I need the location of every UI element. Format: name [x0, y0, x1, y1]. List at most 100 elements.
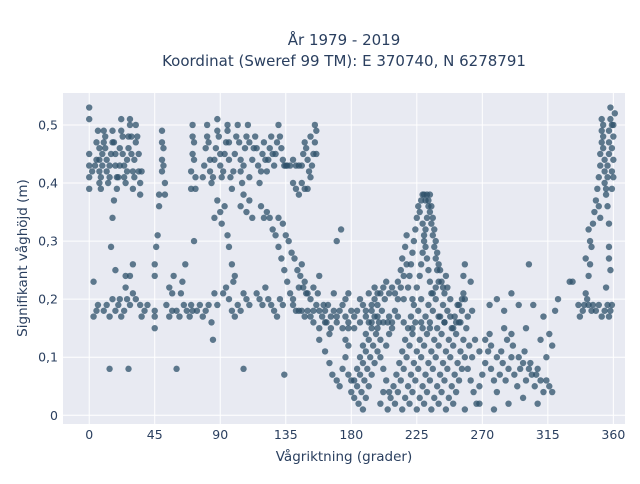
data-point	[400, 365, 407, 373]
data-point	[356, 354, 364, 361]
data-point	[286, 290, 294, 297]
data-point	[380, 319, 387, 326]
data-point	[490, 377, 498, 384]
data-point	[435, 313, 442, 320]
data-point	[394, 278, 402, 285]
data-point	[350, 377, 358, 384]
data-point	[423, 388, 431, 396]
data-point	[353, 383, 361, 390]
data-point	[100, 127, 107, 134]
data-point	[599, 133, 607, 140]
data-point	[516, 365, 524, 373]
data-point	[365, 383, 372, 390]
data-point	[112, 307, 119, 314]
data-point	[396, 359, 403, 367]
data-point	[94, 301, 102, 309]
data-point	[420, 342, 428, 349]
data-point	[313, 301, 320, 309]
data-point	[452, 330, 460, 338]
data-point	[100, 307, 107, 314]
data-point	[246, 197, 253, 204]
data-point	[368, 301, 375, 309]
data-point	[416, 272, 423, 280]
data-point	[135, 150, 142, 158]
data-point	[316, 336, 323, 343]
data-point	[339, 365, 346, 373]
data-point	[598, 115, 605, 123]
data-point	[509, 342, 517, 349]
data-point	[336, 307, 343, 314]
data-point	[397, 266, 404, 274]
data-point	[604, 162, 611, 169]
data-point	[118, 115, 125, 123]
data-point	[330, 307, 338, 314]
data-point	[505, 365, 512, 373]
data-point	[228, 261, 236, 268]
data-point	[537, 377, 544, 384]
data-point	[401, 243, 409, 251]
data-point	[327, 313, 335, 320]
data-point	[128, 150, 135, 158]
data-point	[273, 313, 281, 320]
data-point	[244, 121, 252, 129]
data-point	[123, 168, 131, 175]
data-point	[431, 336, 438, 343]
data-point	[342, 295, 349, 303]
data-point	[598, 139, 605, 146]
data-point	[199, 174, 206, 181]
data-point	[136, 301, 144, 309]
data-point	[391, 307, 399, 314]
data-point	[318, 313, 326, 320]
data-point	[158, 156, 166, 163]
data-point	[257, 168, 265, 175]
data-point	[490, 406, 498, 413]
data-point	[214, 197, 221, 204]
data-point	[399, 348, 406, 355]
data-point	[374, 348, 381, 355]
data-point	[96, 156, 103, 163]
data-point	[321, 348, 329, 355]
data-point	[413, 284, 420, 291]
data-point	[119, 150, 126, 158]
data-point	[301, 139, 308, 146]
data-point	[353, 307, 361, 314]
data-point	[599, 121, 607, 129]
data-point	[594, 185, 601, 193]
data-point	[381, 295, 388, 303]
data-point	[202, 307, 209, 314]
data-point	[426, 324, 434, 332]
data-point	[129, 290, 137, 297]
data-point	[106, 313, 113, 320]
data-point	[503, 336, 511, 343]
data-point	[422, 371, 429, 378]
data-point	[426, 208, 434, 216]
data-point	[350, 324, 358, 332]
data-point	[151, 261, 158, 268]
data-point	[464, 365, 471, 373]
data-point	[519, 359, 527, 367]
data-point	[371, 295, 378, 303]
data-point	[214, 115, 221, 123]
data-point	[237, 156, 244, 163]
data-point	[297, 272, 304, 280]
data-point	[435, 342, 442, 349]
data-point	[610, 133, 617, 140]
data-point	[129, 261, 137, 268]
data-point	[394, 295, 402, 303]
data-point	[253, 290, 260, 297]
data-point	[380, 365, 387, 373]
data-point	[240, 191, 247, 198]
data-point	[240, 162, 247, 169]
data-point	[123, 156, 131, 163]
data-point	[467, 377, 474, 384]
data-point	[307, 174, 314, 181]
data-point	[368, 324, 375, 332]
data-point	[116, 295, 123, 303]
y-tick-label: 0,2	[38, 292, 58, 307]
data-point	[592, 197, 600, 204]
data-point	[362, 330, 370, 338]
data-point	[339, 324, 346, 332]
data-point	[228, 307, 236, 314]
data-point	[422, 226, 429, 233]
data-point	[374, 301, 381, 309]
